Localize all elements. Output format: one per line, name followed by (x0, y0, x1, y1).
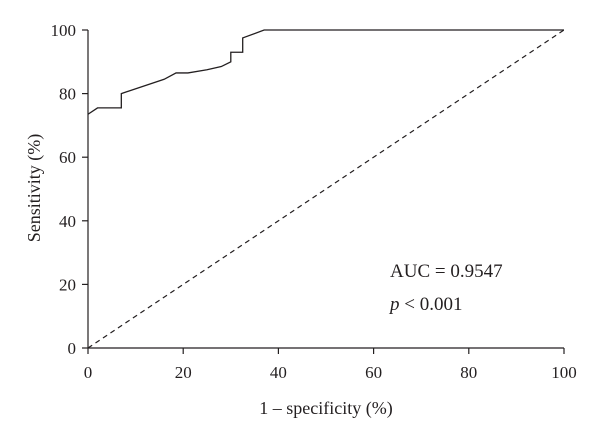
x-tick-label: 100 (551, 363, 577, 382)
x-tick-label: 0 (84, 363, 93, 382)
p-value-text: < 0.001 (400, 294, 463, 315)
roc-curve-line (87, 29, 564, 115)
axis-ticks: 0 20 40 60 80 100 0 20 40 60 80 100 (51, 21, 577, 382)
y-tick-label: 100 (51, 21, 77, 40)
y-tick-label: 60 (59, 148, 76, 167)
y-tick-label: 20 (59, 275, 76, 294)
y-axis-label: Sensitivity (%) (24, 134, 45, 243)
x-tick-label: 40 (270, 363, 287, 382)
p-value-annotation: p < 0.001 (388, 294, 462, 315)
x-tick-label: 80 (460, 363, 477, 382)
y-tick-label: 0 (68, 339, 77, 358)
plot-area (87, 30, 564, 349)
p-symbol: p (388, 294, 400, 315)
x-axis-label: 1 – specificity (%) (259, 398, 392, 419)
reference-diagonal-line (87, 29, 565, 349)
x-tick-label: 20 (175, 363, 192, 382)
y-tick-label: 40 (59, 212, 76, 231)
x-tick-label: 60 (365, 363, 382, 382)
series-layer (87, 29, 565, 349)
auc-annotation: AUC = 0.9547 (390, 261, 503, 282)
y-tick-label: 80 (59, 85, 76, 104)
